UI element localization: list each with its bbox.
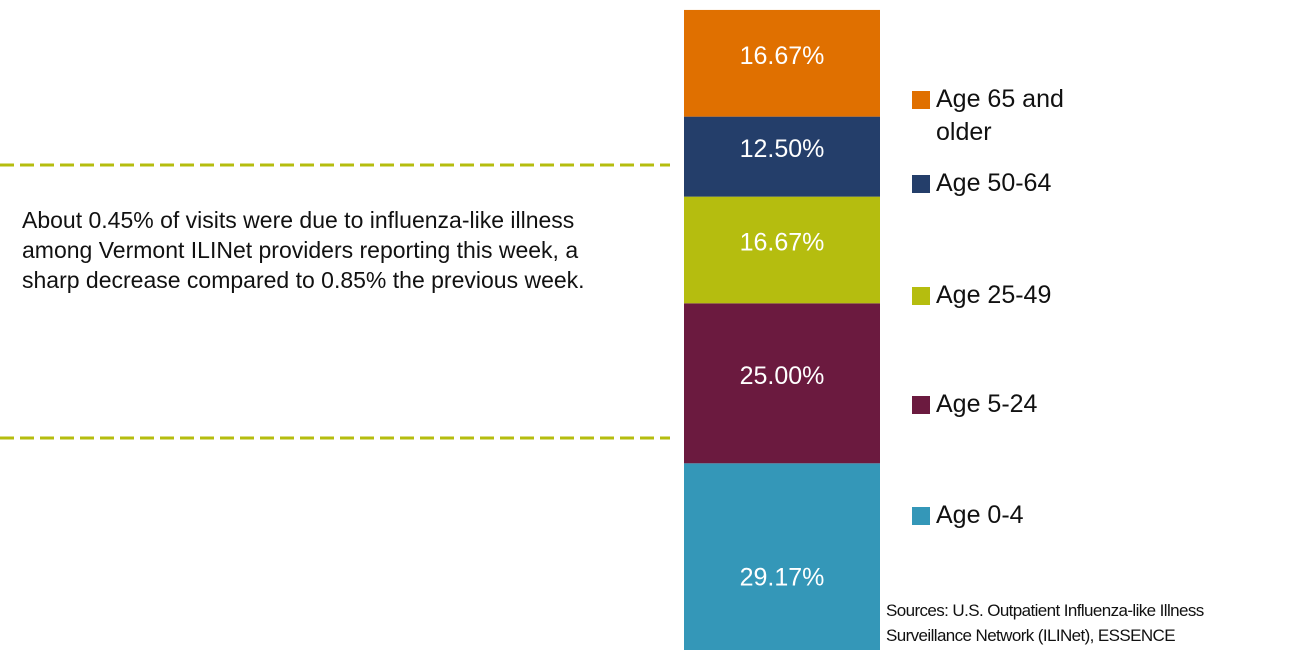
source: Sources: U.S. Outpatient Influenza-like … <box>886 601 1204 645</box>
legend-label: Age 5-24 <box>936 390 1038 418</box>
legend-item: Age 5-24 <box>912 388 1066 421</box>
data-label: 16.67% <box>740 42 825 70</box>
data-label: 16.67% <box>740 229 825 257</box>
bar-segment <box>684 116 880 197</box>
data-label: 29.17% <box>740 564 825 592</box>
bar-segment <box>684 196 880 304</box>
legend-label: Age 0-4 <box>936 501 1024 529</box>
legend-swatch <box>912 175 930 193</box>
legend-swatch <box>912 396 930 414</box>
annotation: About 0.45% of visits were due to influe… <box>22 207 585 293</box>
legend-label: Age 25-49 <box>936 281 1052 309</box>
legend-swatch <box>912 287 930 305</box>
legend-item: Age 25-49 <box>912 279 1066 312</box>
bar-segment <box>684 9 880 117</box>
legend-item: Age 0-4 <box>912 499 1066 532</box>
legend-swatch <box>912 91 930 109</box>
legend-swatch <box>912 507 930 525</box>
legend-item: Age 50-64 <box>912 167 1066 200</box>
data-label: 25.00% <box>740 362 825 390</box>
data-label: 12.50% <box>740 135 825 163</box>
bar-segment <box>684 303 880 464</box>
bar-segment <box>684 463 880 650</box>
legend-label: Age 65 and older <box>936 85 1064 146</box>
legend-label: Age 50-64 <box>936 169 1052 197</box>
legend-item: Age 65 and older <box>912 83 1066 149</box>
